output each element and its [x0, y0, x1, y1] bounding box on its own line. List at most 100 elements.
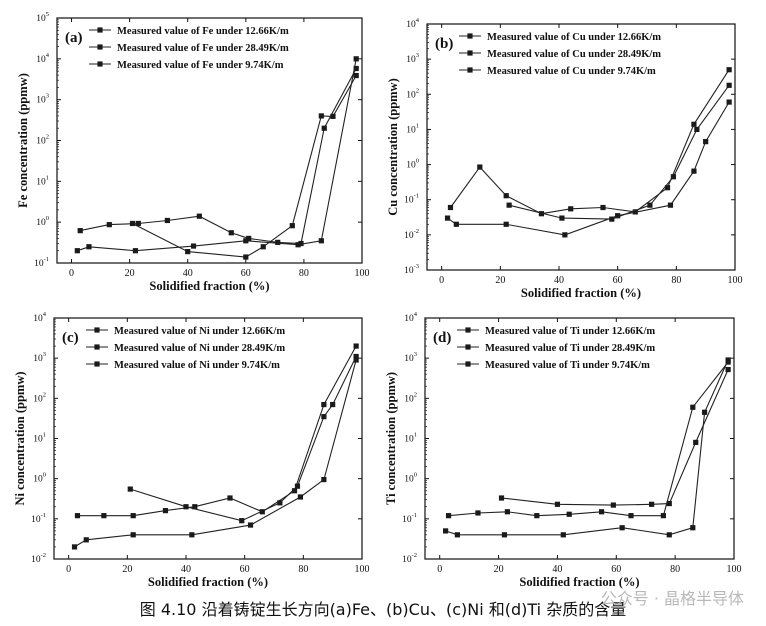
y-tick-label: 10-1	[31, 512, 46, 525]
watermark: 公众号 · 晶格半导体	[600, 589, 744, 608]
legend-entry: Measured value of Ti under 9.74K/m	[485, 360, 650, 371]
data-point	[86, 244, 92, 250]
y-tick-label: 100	[404, 472, 417, 485]
data-point	[353, 65, 359, 72]
y-tick-label: 101	[406, 122, 419, 135]
y-axis-label: Ti concentration (ppmw)	[384, 372, 398, 505]
data-point	[185, 249, 191, 255]
data-point	[562, 232, 568, 238]
y-tick-label: 10-2	[31, 552, 46, 565]
x-tick-label: 20	[495, 275, 505, 286]
x-tick-label: 0	[66, 564, 71, 575]
legend-marker	[94, 344, 100, 350]
x-tick-label: 20	[122, 564, 132, 575]
data-point	[164, 217, 170, 224]
legend-entry: Measured value of Ti under 28.49K/m	[485, 343, 655, 354]
data-point	[330, 113, 336, 119]
data-point	[71, 544, 78, 550]
data-point	[321, 476, 327, 483]
data-point	[726, 82, 732, 88]
x-tick-label: 0	[439, 275, 444, 286]
data-point	[228, 230, 234, 236]
x-tick-label: 20	[494, 564, 504, 575]
data-point	[353, 72, 359, 79]
x-axis-label: Solidified fraction (%)	[521, 286, 641, 300]
series-1	[77, 65, 359, 247]
data-point	[690, 404, 696, 410]
data-point	[196, 213, 202, 219]
data-point	[538, 211, 544, 217]
data-point	[628, 513, 634, 519]
data-point	[703, 139, 709, 145]
chart-panel-3: 0 20 40 60 80 100 10-2 10-1 100 101 102 103 104 Solid…	[13, 311, 370, 589]
y-tick-label: 10-1	[34, 256, 49, 269]
data-point	[619, 525, 625, 531]
series-2	[443, 357, 731, 538]
data-point	[701, 409, 708, 415]
data-point	[694, 126, 700, 133]
panel-label: (b)	[435, 36, 453, 52]
data-point	[615, 213, 621, 219]
series-line	[450, 69, 730, 215]
data-point	[666, 532, 672, 538]
series-1	[445, 359, 731, 519]
legend-marker	[97, 61, 103, 67]
data-point	[447, 204, 454, 211]
data-point	[275, 239, 281, 245]
y-axis-label: Cu concentration (ppmw)	[386, 78, 400, 216]
data-point	[501, 532, 508, 538]
series-line	[447, 101, 730, 236]
data-point	[74, 248, 80, 254]
legend-entry: Measured value of Fe under 28.49K/m	[117, 43, 289, 54]
y-tick-label: 104	[33, 311, 47, 324]
data-point	[132, 248, 139, 254]
legend-entry: Measured value of Cu under 12.66K/m	[487, 32, 661, 43]
x-tick-label: 100	[727, 564, 742, 575]
series-line	[448, 361, 729, 517]
data-point	[130, 532, 136, 538]
legend-entry: Measured value of Ni under 9.74K/m	[114, 360, 280, 371]
chart-panel-4: 0 20 40 60 80 100 10-2 10-1 100 101 102 103 104 Solid…	[384, 311, 742, 589]
y-tick-label: 100	[406, 158, 419, 171]
data-point	[227, 495, 233, 501]
x-tick-label: 40	[552, 564, 562, 575]
y-tick-label: 100	[33, 472, 46, 485]
data-point	[321, 401, 327, 408]
y-tick-label: 104	[36, 52, 50, 65]
data-point	[503, 221, 509, 227]
legend-entry: Measured value of Ni under 28.49K/m	[114, 343, 285, 354]
data-point	[726, 67, 732, 73]
data-point	[260, 244, 266, 250]
panel-label: (d)	[433, 330, 451, 346]
x-tick-label: 80	[670, 564, 680, 575]
data-point	[725, 357, 731, 363]
y-tick-label: 103	[33, 351, 46, 364]
y-tick-label: 102	[36, 134, 49, 147]
y-tick-label: 10-1	[402, 512, 417, 525]
data-point	[353, 353, 359, 360]
y-tick-label: 103	[36, 93, 49, 106]
y-tick-label: 101	[404, 432, 417, 445]
data-point	[101, 513, 107, 519]
data-point	[445, 513, 452, 519]
data-point	[318, 113, 324, 119]
data-point	[277, 500, 283, 506]
data-point	[162, 508, 169, 514]
legend-marker	[94, 327, 100, 333]
y-tick-label: 100	[36, 215, 49, 228]
data-point	[291, 488, 298, 494]
series-1	[74, 343, 359, 519]
legend-entry: Measured value of Ni under 12.66K/m	[114, 326, 285, 337]
data-point	[330, 401, 336, 408]
data-point	[609, 216, 615, 222]
data-point	[247, 522, 254, 528]
y-axis-label: Ni concentration (ppmw)	[13, 371, 27, 505]
x-axis-label: Solidified fraction (%)	[519, 575, 639, 589]
data-point	[189, 532, 195, 538]
data-point	[321, 125, 327, 131]
legend-entry: Measured value of Fe under 9.74K/m	[117, 60, 284, 71]
data-point	[506, 202, 512, 208]
series-2	[71, 357, 359, 550]
y-tick-label: 102	[406, 87, 419, 100]
y-tick-label: 10-2	[404, 228, 419, 241]
